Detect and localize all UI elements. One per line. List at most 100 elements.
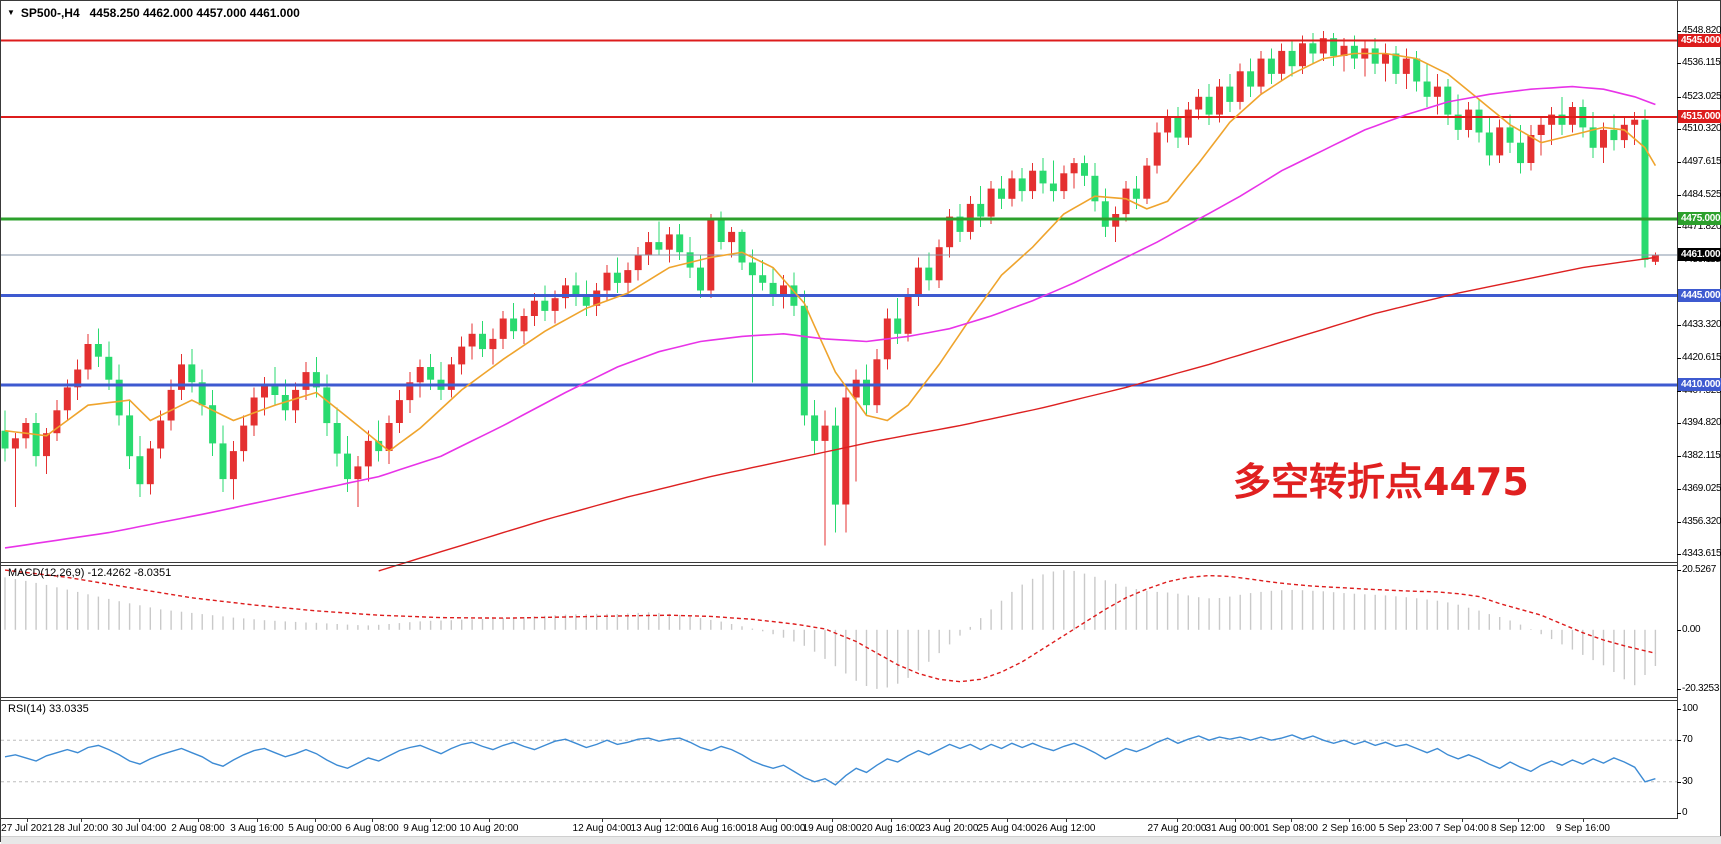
price-tick-label: 4484.525 (1682, 189, 1721, 200)
candle-body (11, 438, 19, 449)
candle-body (1143, 165, 1151, 199)
candle-body (1018, 178, 1026, 192)
candle-body (1465, 109, 1473, 130)
candle-body (1257, 58, 1265, 87)
candle-body (800, 305, 808, 416)
divider-macd-top[interactable] (1, 565, 1677, 566)
candle-body (1537, 124, 1545, 135)
candle-body (105, 356, 113, 380)
price-tick-label: 4510.320 (1682, 123, 1721, 134)
time-axis-label: 2 Sep 16:00 (1322, 823, 1376, 834)
time-axis-label: 18 Aug 00:00 (746, 823, 806, 834)
candle-body (1600, 129, 1607, 148)
time-tick-mark (1177, 818, 1178, 822)
candle-body (748, 262, 756, 276)
time-axis[interactable]: 27 Jul 2021 28 Jul 20:00 30 Jul 04:00 2 Aug… (1, 818, 1677, 839)
candle-body (468, 333, 476, 347)
price-tick-label: 4471.820 (1682, 221, 1721, 232)
candle-body (167, 389, 175, 421)
candle-body (302, 372, 310, 390)
time-axis-label: 3 Aug 16:00 (230, 823, 284, 834)
candle-body (946, 216, 954, 248)
candle-body (1496, 127, 1504, 156)
price-tick-mark (1677, 554, 1681, 555)
candle-body (1413, 58, 1421, 82)
candle-body (271, 384, 279, 395)
candle-body (1527, 135, 1535, 163)
candle-body (22, 423, 30, 439)
price-tick-mark (1677, 391, 1681, 392)
candle-body (323, 387, 331, 424)
time-axis-label: 26 Aug 12:00 (1036, 823, 1096, 834)
price-tag-4545.000: 4545.000 (1678, 34, 1721, 47)
price-tick-mark (1677, 63, 1681, 64)
price-tick-mark (1677, 195, 1681, 196)
candle-body (697, 267, 704, 291)
time-tick-mark (891, 818, 892, 822)
candle-body (94, 344, 102, 357)
candle-body (1081, 163, 1088, 176)
divider-rsi-bottom (1, 818, 1677, 819)
candle-body (1382, 53, 1389, 64)
price-tag-4515.000: 4515.000 (1678, 110, 1721, 123)
time-tick-mark (602, 818, 603, 822)
candle-body (1506, 127, 1514, 143)
time-axis-label: 7 Sep 04:00 (1435, 823, 1489, 834)
time-axis-label: 27 Aug 20:00 (1147, 823, 1207, 834)
candle-body (1620, 124, 1628, 141)
time-axis-label: 13 Aug 12:00 (630, 823, 690, 834)
price-axis[interactable]: 4548.820 4536.115 4523.025 4510.320 4497.615… (1677, 1, 1721, 819)
price-tick-label: 4356.320 (1682, 516, 1721, 527)
candle-body (1184, 109, 1192, 138)
chart-annotation: 多空转折点4475 (1233, 460, 1529, 504)
macd-tick-mark (1677, 689, 1681, 690)
chart-ohlc-title: 4458.250 4462.000 4457.000 4461.000 (89, 6, 300, 20)
candle-body (219, 443, 227, 480)
divider-rsi-top[interactable] (1, 700, 1677, 701)
candle-body (1288, 50, 1296, 67)
candle-body (1216, 86, 1223, 115)
chart-canvas[interactable] (1, 1, 1677, 843)
candle-body (904, 295, 912, 334)
candle-body (977, 203, 985, 217)
macd-indicator-label: MACD(12,26,9) -12.4262 -8.0351 (8, 567, 172, 579)
time-axis-label: 10 Aug 20:00 (459, 823, 519, 834)
candle-body (603, 272, 611, 291)
macd-signal-line (4, 569, 1656, 683)
time-axis-label: 5 Aug 00:00 (288, 823, 342, 834)
rsi-tick-mark (1677, 782, 1681, 783)
candle-body (1423, 81, 1431, 97)
candle-body (84, 344, 92, 370)
candle-body (1101, 201, 1109, 227)
price-tick-label: 4523.025 (1682, 91, 1721, 102)
time-tick-mark (1406, 818, 1407, 822)
candle-body (447, 364, 455, 390)
candle-body (686, 252, 694, 268)
price-tick-mark (1677, 423, 1681, 424)
candle-body (74, 369, 82, 388)
time-tick-mark (27, 818, 28, 822)
ma-slow-line (378, 256, 1656, 572)
time-tick-mark (949, 818, 950, 822)
candle-body (1278, 50, 1286, 74)
price-tick-label: 4369.025 (1682, 483, 1721, 494)
candle-body (188, 364, 196, 383)
price-tick-mark (1677, 522, 1681, 523)
candle-body (935, 247, 943, 281)
candle-body (593, 290, 601, 306)
time-tick-mark (81, 818, 82, 822)
time-tick-mark (198, 818, 199, 822)
chart-dropdown-arrow[interactable]: ▼ (7, 8, 15, 17)
candle-body (1433, 86, 1441, 97)
candle-body (261, 384, 268, 398)
time-tick-mark (489, 818, 490, 822)
time-axis-label: 9 Sep 16:00 (1556, 823, 1610, 834)
rsi-tick-mark (1677, 813, 1681, 814)
rsi-tick-label: 0 (1682, 807, 1688, 818)
candle-body (624, 270, 632, 283)
candle-body (998, 188, 1005, 199)
candle-body (292, 389, 300, 411)
candle-body (178, 364, 185, 390)
price-tick-mark (1677, 227, 1681, 228)
candle-body (759, 275, 767, 283)
